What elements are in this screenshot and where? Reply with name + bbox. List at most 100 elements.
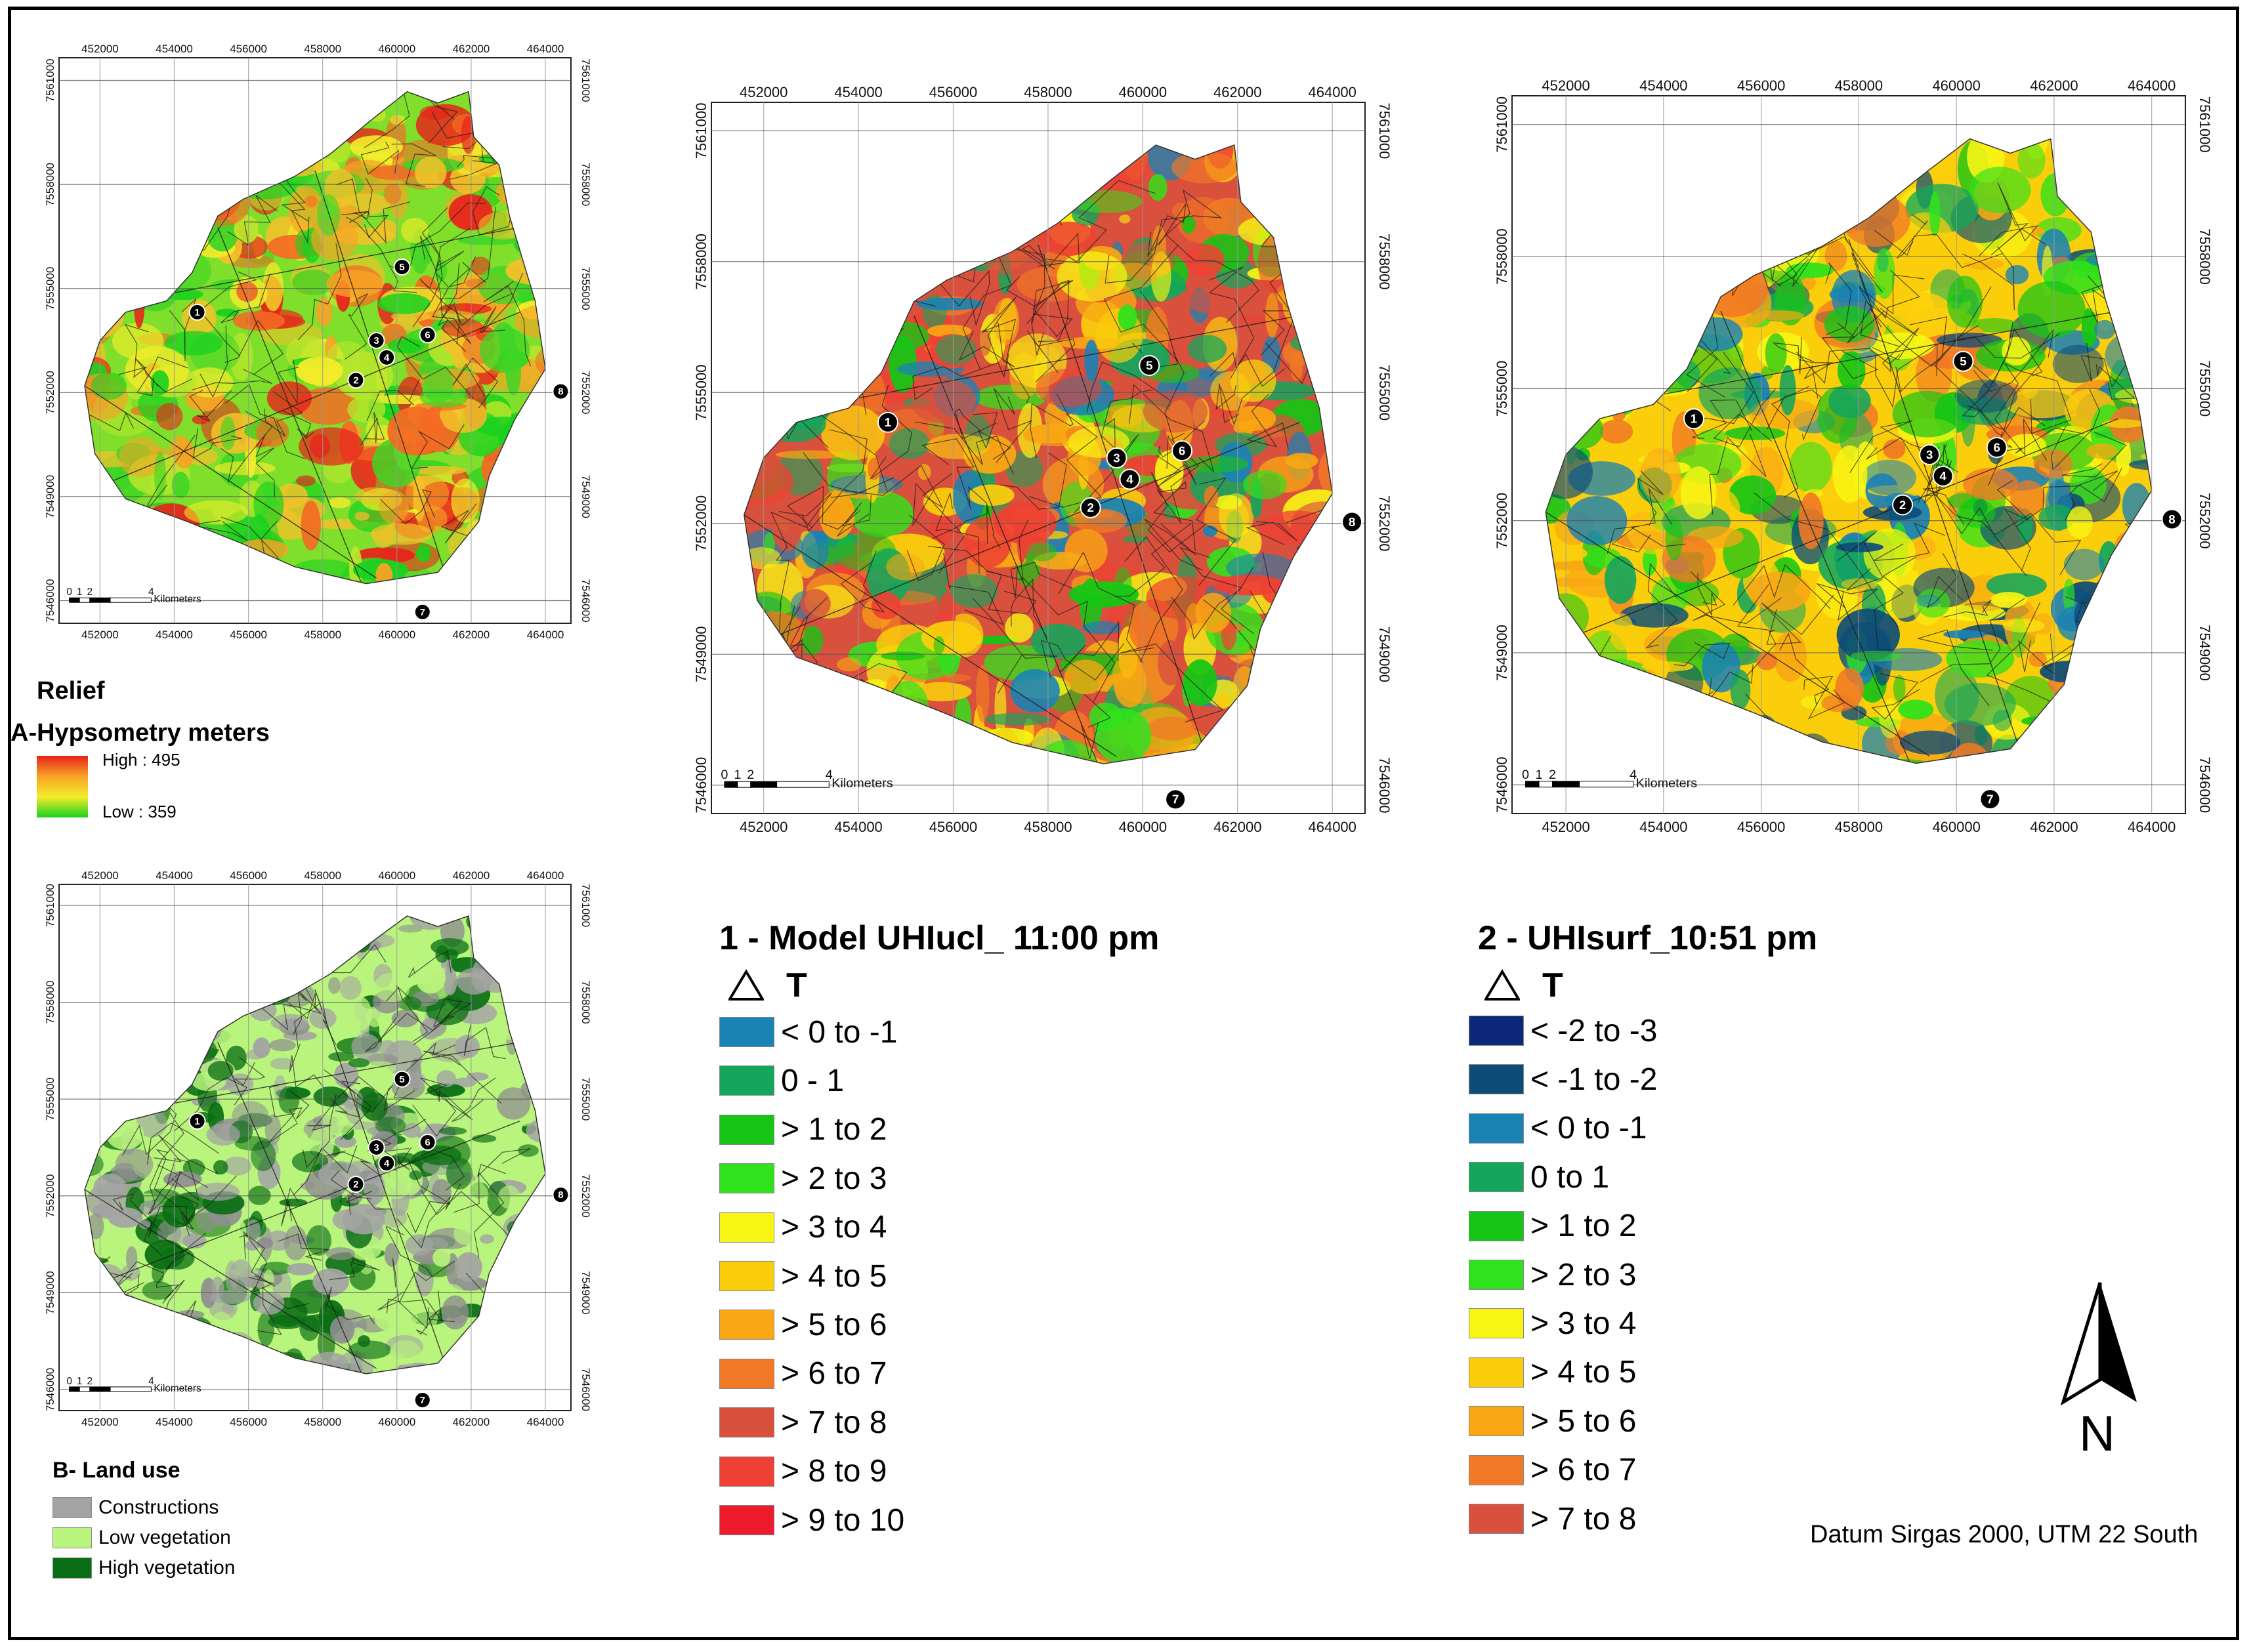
site-marker-3[interactable]: 3 [368, 332, 385, 349]
x-tick-label-bottom: 452000 [81, 1416, 119, 1428]
site-marker-4[interactable]: 4 [1119, 468, 1141, 490]
site-marker-1[interactable]: 1 [188, 303, 206, 321]
site-marker-8[interactable]: 8 [552, 1186, 570, 1204]
site-marker-7[interactable]: 7 [1165, 789, 1187, 810]
ucl-legend-label: > 7 to 8 [781, 1405, 887, 1440]
site-marker-8[interactable]: 8 [552, 382, 570, 400]
hypsometry-map[interactable]: 4520004520004540004540004560004560004580… [39, 39, 592, 643]
site-marker-1[interactable]: 1 [188, 1112, 206, 1130]
site-marker-5[interactable]: 5 [1139, 355, 1160, 377]
y-tick-label-left: 7546000 [693, 757, 709, 814]
surf-legend-swatch [1469, 1260, 1524, 1290]
surf-legend-item: > 1 to 2 [1469, 1208, 1636, 1243]
y-tick-label-right: 7549000 [2197, 625, 2213, 681]
site-marker-1[interactable]: 1 [1683, 408, 1705, 430]
land-use-map[interactable]: 4520004520004540004540004560004560004580… [39, 866, 592, 1430]
y-tick-label-right: 7555000 [1376, 364, 1393, 421]
ucl-legend-swatch [719, 1261, 774, 1291]
x-tick-label-bottom: 454000 [156, 1416, 193, 1428]
site-marker-4[interactable]: 4 [1932, 465, 1954, 487]
surf-legend-item: > 4 to 5 [1469, 1355, 1636, 1390]
scale-bar-number: 0 [66, 587, 72, 598]
ucl-legend-label: > 1 to 2 [781, 1112, 887, 1147]
ucl-legend-swatch [719, 1017, 774, 1047]
x-tick-label-top: 456000 [230, 43, 267, 55]
x-tick-label-top: 452000 [81, 869, 119, 882]
x-tick-label-top: 454000 [156, 869, 193, 882]
x-tick-label-bottom: 458000 [304, 1416, 341, 1428]
site-marker-number: 2 [1087, 501, 1093, 514]
land-use-legend-swatch [53, 1558, 92, 1579]
x-tick-label-bottom: 464000 [1308, 819, 1356, 835]
ucl-legend-item: > 6 to 7 [719, 1356, 887, 1391]
x-tick-label-top: 458000 [304, 43, 341, 55]
ucl-delta-t-header: T [728, 964, 807, 1006]
x-tick-label-top: 454000 [1639, 77, 1687, 94]
x-tick-label-top: 460000 [1119, 84, 1167, 100]
site-marker-2[interactable]: 2 [347, 1176, 365, 1193]
x-tick-label-top: 462000 [453, 43, 490, 55]
x-tick-label-bottom: 464000 [527, 629, 564, 641]
site-marker-3[interactable]: 3 [1919, 444, 1941, 465]
x-tick-label-top: 454000 [834, 84, 882, 100]
site-marker-7[interactable]: 7 [413, 603, 431, 621]
ucl-legend-item: > 5 to 6 [719, 1308, 887, 1342]
map-raster [85, 916, 545, 1374]
x-tick-label-bottom: 456000 [1737, 819, 1785, 835]
site-marker-2[interactable]: 2 [347, 371, 365, 389]
x-tick-label-top: 462000 [2030, 77, 2078, 94]
x-tick-label-bottom: 458000 [1835, 819, 1883, 835]
y-tick-label-left: 7558000 [44, 163, 56, 206]
site-marker-8[interactable]: 8 [1341, 511, 1363, 533]
site-marker-7[interactable]: 7 [413, 1391, 431, 1409]
scale-bar-number: 0 [1522, 768, 1529, 782]
ucl-legend-swatch [719, 1114, 774, 1145]
site-marker-7[interactable]: 7 [1979, 789, 2001, 810]
ucl-legend-item: > 3 to 4 [719, 1210, 887, 1245]
site-marker-number: 6 [425, 329, 430, 341]
x-tick-label-top: 452000 [740, 84, 788, 100]
site-marker-6[interactable]: 6 [1986, 437, 2008, 459]
site-marker-6[interactable]: 6 [1171, 440, 1193, 462]
scale-bar-unit: Kilometers [1636, 776, 1698, 791]
site-marker-2[interactable]: 2 [1080, 497, 1101, 518]
site-marker-5[interactable]: 5 [393, 258, 411, 276]
surf-legend-item: < -2 to -3 [1469, 1013, 1658, 1048]
site-marker-3[interactable]: 3 [1106, 447, 1127, 468]
site-marker-1[interactable]: 1 [877, 411, 898, 433]
surf-legend-item: < -1 to -2 [1469, 1062, 1657, 1097]
y-tick-label-right: 7552000 [579, 1174, 592, 1218]
uhi-surf-map[interactable]: 4520004520004540004540004560004560004580… [1490, 72, 2213, 840]
y-tick-label-left: 7561000 [44, 884, 56, 927]
land-use-legend-item: Low vegetation [53, 1527, 231, 1548]
scale-bar-number: 4 [148, 587, 154, 598]
uhi-ucl-map[interactable]: 4520004520004540004540004560004560004580… [689, 79, 1393, 840]
y-tick-label-left: 7552000 [44, 1174, 56, 1218]
ucl-legend-swatch [719, 1212, 774, 1243]
surf-legend-item: 0 to 1 [1469, 1160, 1609, 1195]
site-marker-2[interactable]: 2 [1892, 494, 1914, 516]
site-marker-5[interactable]: 5 [393, 1070, 411, 1088]
surf-legend-label: < -1 to -2 [1530, 1062, 1658, 1097]
site-marker-8[interactable]: 8 [2161, 508, 2183, 530]
site-marker-6[interactable]: 6 [419, 1133, 436, 1151]
site-marker-4[interactable]: 4 [378, 348, 396, 366]
scale-bar-number: 4 [148, 1376, 154, 1387]
site-marker-number: 2 [353, 1179, 358, 1190]
x-tick-label-bottom: 452000 [740, 819, 788, 835]
ucl-legend-label: < 0 to -1 [781, 1014, 898, 1050]
surf-legend-label: > 2 to 3 [1530, 1257, 1637, 1292]
site-marker-5[interactable]: 5 [1952, 350, 1974, 372]
surf-legend-label: > 6 to 7 [1530, 1453, 1637, 1488]
x-tick-label-bottom: 454000 [1639, 819, 1687, 835]
site-marker-3[interactable]: 3 [368, 1139, 385, 1156]
scale-bar-number: 4 [826, 768, 833, 782]
x-tick-label-top: 464000 [527, 869, 564, 882]
site-marker-4[interactable]: 4 [378, 1155, 396, 1172]
site-marker-6[interactable]: 6 [419, 326, 436, 344]
site-marker-number: 6 [425, 1137, 430, 1148]
surf-legend-label: < -2 to -3 [1530, 1013, 1658, 1048]
ucl-legend-title: 1 - Model UHIucl_ 11:00 pm [719, 919, 1160, 957]
